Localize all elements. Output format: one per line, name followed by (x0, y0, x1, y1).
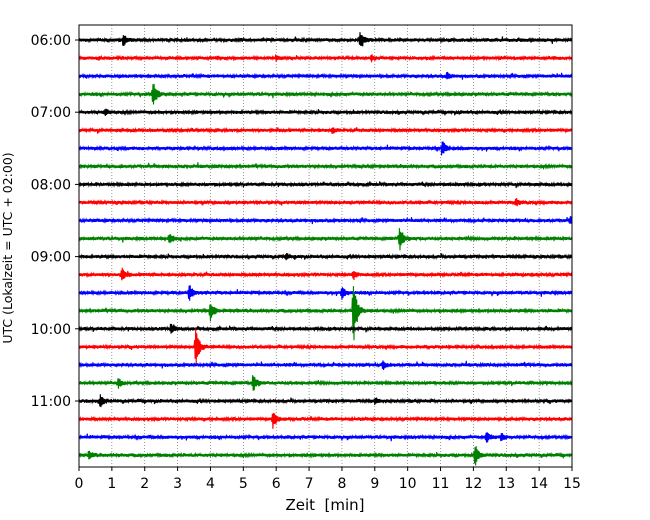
trace-0645 (78, 83, 573, 105)
trace-0945 (78, 286, 573, 341)
x-tick-label: 11 (432, 476, 450, 492)
trace-0930 (78, 285, 573, 301)
plot-background (79, 25, 572, 467)
x-tick-label: 3 (173, 476, 182, 492)
trace-0745 (78, 162, 573, 170)
trace-1130 (78, 432, 573, 443)
trace-0700 (78, 108, 573, 116)
y-tick-label: 07:00 (31, 105, 71, 121)
y-tick-label: 10:00 (31, 322, 71, 338)
x-tick-label: 8 (337, 476, 346, 492)
trace-0815 (78, 197, 573, 207)
trace-1100 (78, 394, 573, 408)
x-tick-label: 10 (399, 476, 417, 492)
x-tick-label: 6 (272, 476, 281, 492)
y-axis-ticks: 06:00 07:00 08:00 09:00 10:00 11:00 (31, 33, 79, 410)
y-axis-label: UTC (Lokalzeit = UTC + 02:00) (0, 152, 15, 343)
x-tick-label: 15 (563, 476, 581, 492)
x-tick-label: 9 (370, 476, 379, 492)
traces (78, 32, 573, 466)
x-tick-label: 4 (206, 476, 215, 492)
trace-0715 (78, 126, 573, 134)
x-tick-label: 14 (530, 476, 548, 492)
trace-0630 (78, 71, 573, 80)
x-axis-ticks: 0 1 2 3 4 5 6 7 8 9 10 11 12 13 14 15 (75, 467, 581, 492)
trace-0600 (78, 32, 573, 47)
x-tick-label: 12 (464, 476, 482, 492)
trace-0915 (78, 267, 573, 281)
x-tick-label: 0 (75, 476, 84, 492)
plot-frame (78, 24, 573, 468)
trace-1115 (78, 413, 573, 429)
trace-0830 (78, 216, 573, 225)
y-tick-label: 06:00 (31, 33, 71, 49)
trace-1045 (78, 375, 573, 391)
x-tick-label: 7 (305, 476, 314, 492)
x-tick-label: 13 (497, 476, 515, 492)
trace-1145 (78, 446, 573, 466)
trace-0900 (78, 253, 573, 261)
x-axis-label: Zeit [min] (285, 496, 364, 514)
x-tick-label: 1 (107, 476, 116, 492)
y-tick-label: 11:00 (31, 394, 71, 410)
x-tick-label: 2 (140, 476, 149, 492)
trace-0845 (78, 228, 573, 251)
trace-0730 (78, 141, 573, 156)
y-tick-label: 08:00 (31, 177, 71, 193)
trace-0800 (78, 180, 573, 188)
trace-1000 (78, 323, 573, 334)
trace-0615 (78, 54, 573, 63)
y-tick-label: 09:00 (31, 250, 71, 266)
trace-1015 (78, 328, 573, 364)
x-tick-label: 5 (239, 476, 248, 492)
trace-1030 (78, 360, 573, 371)
